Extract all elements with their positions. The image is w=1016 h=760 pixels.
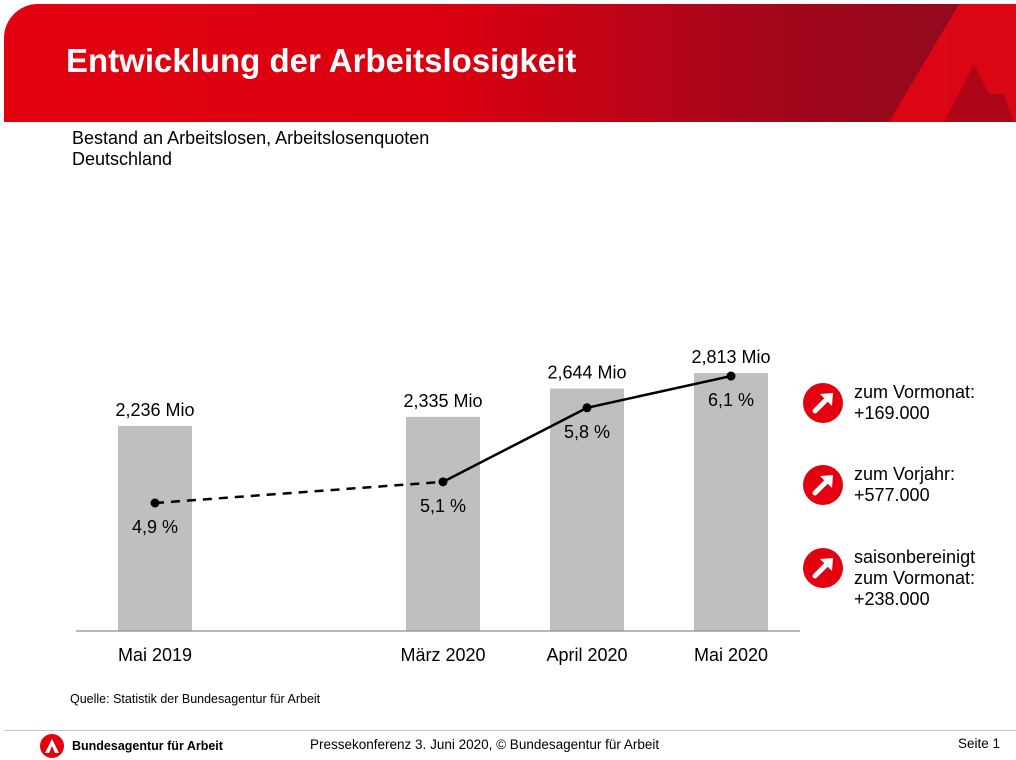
rate-value-label: 4,9 % [132, 517, 178, 537]
stat-text: saisonbereinigt zum Vormonat: +238.000 [854, 547, 976, 609]
source-note: Quelle: Statistik der Bundesagentur für … [70, 692, 321, 706]
chart-subtitle: Bestand an Arbeitslosen, Arbeitslosenquo… [72, 128, 429, 170]
x-tick-label: März 2020 [400, 645, 485, 665]
subtitle-line-2: Deutschland [72, 149, 173, 169]
bar-value-label: 2,335 Mio [403, 391, 482, 411]
unemployment-chart: 2,236 Mio 2,335 Mio 2,644 Mio 2,813 Mio Mai … [76, 347, 800, 665]
arrow-up-right-icon [803, 548, 843, 588]
page-number: Seite 1 [958, 736, 1001, 751]
rate-value-label: 5,1 % [420, 496, 466, 516]
rate-point [726, 371, 736, 381]
stat-text: zum Vormonat: +169.000 [854, 382, 976, 423]
brand-logo-icon [889, 4, 1016, 122]
bar [118, 425, 192, 631]
rate-value-label: 6,1 % [708, 390, 754, 410]
bar [550, 388, 624, 631]
x-tick-label: April 2020 [546, 645, 627, 665]
page-title: Entwicklung der Arbeitslosigkeit [66, 42, 577, 79]
header-banner: Entwicklung der Arbeitslosigkeit [4, 4, 1016, 122]
stat-text: zum Vorjahr: +577.000 [854, 464, 956, 505]
x-tick-label: Mai 2020 [694, 645, 768, 665]
x-tick-label: Mai 2019 [118, 645, 192, 665]
arrow-up-right-icon [803, 383, 843, 423]
stat-seasonally-adjusted: saisonbereinigt zum Vormonat: +238.000 [802, 547, 975, 610]
rate-point [582, 403, 592, 413]
stat-vs-previous-month: zum Vormonat: +169.000 [802, 382, 975, 424]
footer-divider [4, 730, 1016, 731]
rate-point [438, 477, 448, 487]
agency-logo-icon [40, 734, 64, 758]
bar [406, 416, 480, 631]
footer-logo: Bundesagentur für Arbeit [40, 734, 223, 758]
stat-vs-previous-year: zum Vorjahr: +577.000 [802, 464, 955, 506]
bar-value-label: 2,236 Mio [115, 400, 194, 420]
rate-point [150, 498, 160, 508]
rate-line-dashed [154, 480, 444, 505]
footer-org-name: Bundesagentur für Arbeit [72, 739, 223, 753]
subtitle-line-1: Bestand an Arbeitslosen, Arbeitslosenquo… [72, 128, 430, 148]
bar-value-label: 2,644 Mio [547, 363, 626, 383]
bar-value-label: 2,813 Mio [691, 347, 770, 367]
footer-event: Pressekonferenz 3. Juni 2020, © Bundesag… [310, 737, 660, 752]
arrow-up-right-icon [803, 465, 843, 505]
rate-value-label: 5,8 % [564, 422, 610, 442]
bar [694, 373, 768, 631]
